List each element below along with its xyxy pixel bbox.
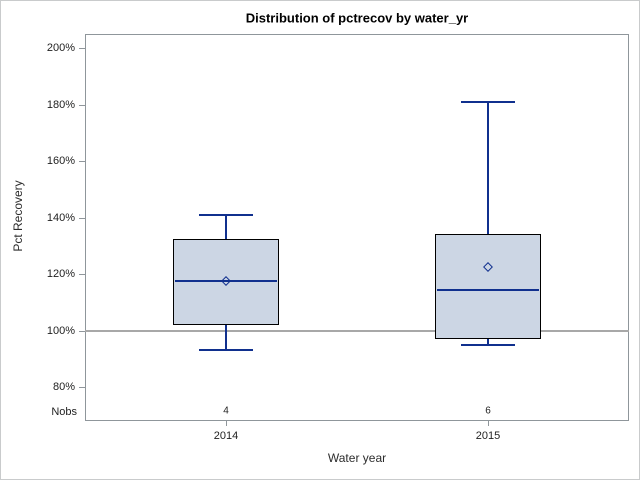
x-tick-label: 2014 [213, 430, 239, 442]
x-tick [488, 421, 489, 426]
plot-area [85, 34, 629, 421]
upper-whisker-line [225, 214, 227, 239]
y-axis-title: Pct Recovery [11, 180, 25, 252]
nobs-row-label: Nobs [51, 406, 77, 418]
upper-whisker-cap [199, 213, 253, 216]
lower-whisker-line [487, 338, 489, 345]
nobs-value: 6 [485, 405, 491, 417]
y-tick [79, 387, 85, 388]
y-tick [79, 104, 85, 106]
y-tick [79, 161, 85, 162]
y-tick [79, 48, 85, 49]
upper-whisker-cap [461, 100, 515, 103]
x-tick [226, 421, 227, 426]
y-tick [79, 330, 85, 332]
x-axis-title: Water year [327, 451, 387, 465]
lower-whisker-line [225, 324, 227, 351]
y-tick-label: 80% [52, 381, 75, 393]
chart-title: Distribution of pctrecov by water_yr [245, 10, 469, 26]
y-tick-label: 120% [46, 268, 75, 280]
y-tick-label: 140% [46, 211, 75, 224]
reference-line-100pct [85, 329, 629, 332]
median-line [175, 280, 277, 283]
lower-whisker-cap [199, 349, 253, 352]
y-tick-label: 160% [46, 155, 75, 167]
y-tick-label: 180% [46, 98, 75, 111]
nobs-value: 4 [223, 405, 229, 417]
y-tick-label: 200% [46, 42, 75, 54]
x-tick-label: 2015 [475, 430, 501, 442]
y-tick [79, 217, 85, 219]
median-line [437, 288, 539, 291]
lower-whisker-cap [461, 343, 515, 346]
y-tick [79, 274, 85, 275]
upper-whisker-line [487, 101, 489, 235]
y-tick-label: 100% [46, 324, 75, 337]
box-2015 [435, 234, 541, 339]
